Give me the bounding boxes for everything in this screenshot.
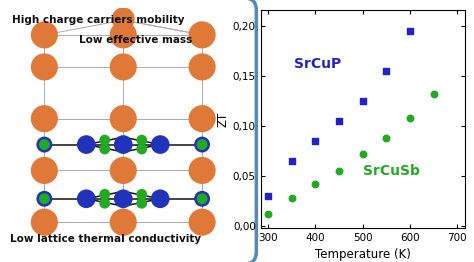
Circle shape [31, 21, 58, 48]
Circle shape [112, 7, 135, 30]
Circle shape [197, 193, 208, 204]
Point [430, 91, 438, 96]
Point [383, 68, 390, 73]
Circle shape [39, 193, 50, 204]
Point [264, 194, 272, 198]
FancyBboxPatch shape [0, 0, 256, 262]
Circle shape [31, 105, 58, 132]
Point [359, 99, 366, 103]
Circle shape [151, 135, 170, 154]
Circle shape [114, 189, 133, 208]
Circle shape [189, 53, 216, 80]
Circle shape [77, 135, 96, 154]
Point [288, 159, 295, 163]
Point [311, 182, 319, 186]
Point [359, 152, 366, 156]
Y-axis label: ZT: ZT [217, 112, 230, 127]
Circle shape [39, 139, 50, 150]
Circle shape [77, 189, 96, 208]
Circle shape [194, 191, 210, 207]
Circle shape [109, 105, 137, 132]
Text: SrCuP: SrCuP [294, 57, 341, 70]
Circle shape [100, 144, 110, 154]
Point [335, 169, 343, 173]
Circle shape [194, 137, 210, 152]
Circle shape [151, 189, 170, 208]
Circle shape [197, 139, 208, 150]
Circle shape [137, 144, 147, 154]
Point [406, 28, 414, 32]
Point [383, 136, 390, 140]
Circle shape [36, 137, 52, 152]
Point [288, 196, 295, 200]
Point [311, 139, 319, 143]
Circle shape [31, 209, 58, 236]
Circle shape [36, 191, 52, 207]
Text: Low effective mass: Low effective mass [79, 35, 192, 45]
Circle shape [189, 209, 216, 236]
Text: Low lattice thermal conductivity: Low lattice thermal conductivity [10, 234, 201, 244]
Circle shape [189, 157, 216, 184]
Text: SrCuSb: SrCuSb [363, 164, 419, 178]
Circle shape [114, 135, 133, 154]
Circle shape [109, 157, 137, 184]
Text: High charge carriers mobility: High charge carriers mobility [12, 15, 185, 25]
Circle shape [100, 135, 110, 146]
Circle shape [31, 157, 58, 184]
Circle shape [189, 105, 216, 132]
Circle shape [137, 135, 147, 146]
X-axis label: Temperature (K): Temperature (K) [315, 248, 410, 261]
Circle shape [109, 53, 137, 80]
Point [406, 116, 414, 120]
Circle shape [189, 21, 216, 48]
Circle shape [31, 53, 58, 80]
Point [335, 119, 343, 123]
Point [264, 212, 272, 216]
Circle shape [137, 198, 147, 209]
Circle shape [100, 198, 110, 209]
Circle shape [100, 189, 110, 200]
Circle shape [137, 189, 147, 200]
Circle shape [109, 209, 137, 236]
Circle shape [109, 21, 137, 48]
